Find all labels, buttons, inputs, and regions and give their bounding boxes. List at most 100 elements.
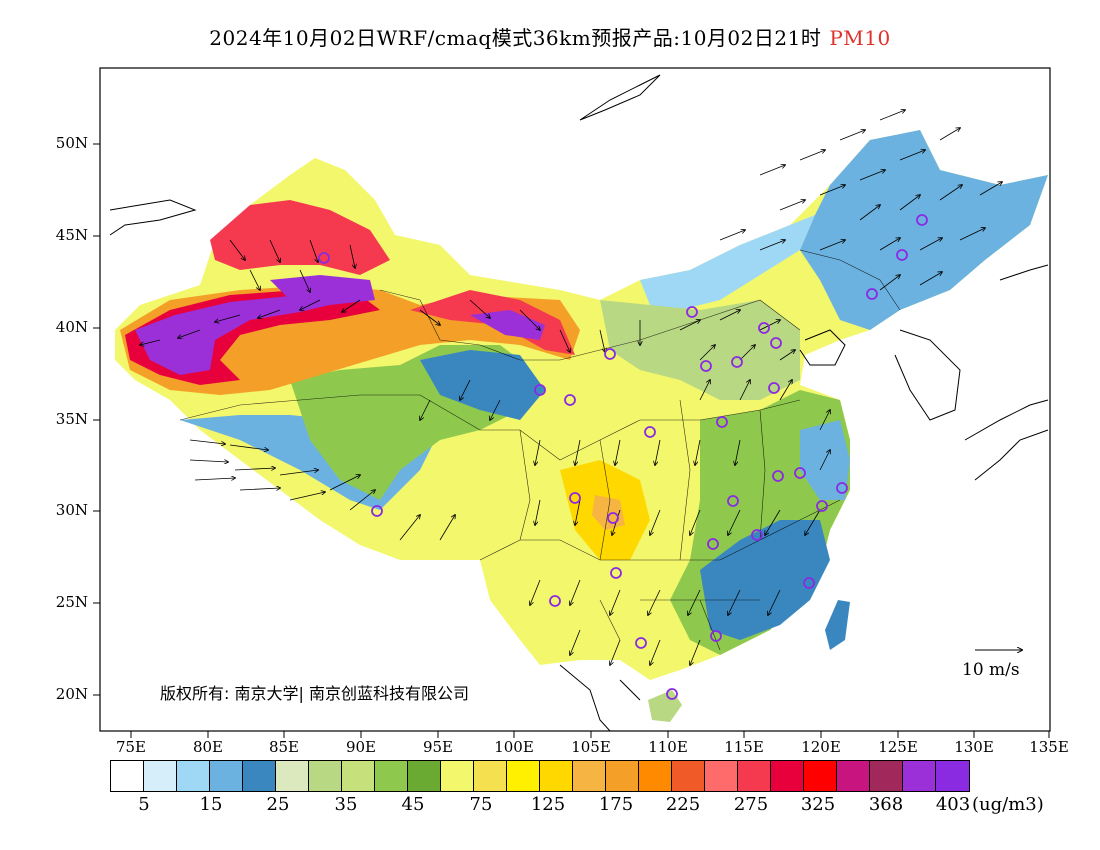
legend-swatch (375, 761, 408, 791)
city-marker (710, 630, 722, 642)
legend-swatch (474, 761, 507, 791)
lat-label-50n: 50N (55, 134, 88, 152)
city-marker (686, 306, 698, 318)
legend-tick: 45 (401, 794, 425, 815)
legend-tick: 225 (665, 794, 701, 815)
city-marker (916, 214, 928, 226)
legend-tick: 175 (598, 794, 634, 815)
city-marker (836, 482, 848, 494)
city-marker (700, 360, 712, 372)
legend-tick: 35 (334, 794, 358, 815)
lat-label-30n: 30N (55, 501, 88, 519)
legend-swatch (606, 761, 639, 791)
northeast-lightblue-zone (640, 215, 815, 310)
city-marker (371, 505, 383, 517)
title-variable: PM10 (829, 26, 891, 50)
city-marker (716, 416, 728, 428)
southeast-blue-zone (700, 520, 830, 640)
lon-label-80e: 80E (192, 738, 224, 756)
northeast-blue-zone (800, 130, 1048, 330)
wind-reference-label: 10 m/s (962, 660, 1020, 680)
title-main: 2024年10月02日WRF/cmaq模式36km预报产品:10月02日21时 (209, 26, 822, 50)
map-title: 2024年10月02日WRF/cmaq模式36km预报产品:10月02日21时 P… (0, 22, 1100, 51)
xinjiang-purple-zone (135, 295, 350, 375)
city-marker (604, 348, 616, 360)
coastlines (109, 74, 1049, 731)
lon-label-90e: 90E (345, 738, 377, 756)
legend-unit: (ug/m3) (972, 794, 1044, 815)
lon-label-115e: 115E (724, 738, 764, 756)
baikal-outline (579, 74, 661, 121)
city-marker (866, 288, 878, 300)
city-marker (644, 426, 656, 438)
axis-ticks (93, 143, 1050, 738)
legend-swatch (804, 761, 837, 791)
city-marker (549, 595, 561, 607)
lon-label-110e: 110E (648, 738, 688, 756)
lon-label-135e: 135E (1029, 738, 1069, 756)
lat-label-35n: 35N (55, 410, 88, 428)
legend-tick: 75 (469, 794, 493, 815)
city-marker (569, 492, 581, 504)
legend-swatch (573, 761, 606, 791)
legend-tick: 25 (266, 794, 290, 815)
lon-label-130e: 130E (954, 738, 994, 756)
legend-swatch (705, 761, 738, 791)
legend-swatch (342, 761, 375, 791)
legend-swatch (837, 761, 870, 791)
qinghai-blue-zone (420, 350, 545, 420)
lon-label-125e: 125E (878, 738, 918, 756)
legend-swatch (903, 761, 936, 791)
junggar-purple-zone (270, 275, 375, 305)
caspian-outline (109, 199, 197, 236)
legend-tick: 325 (800, 794, 836, 815)
lat-label-40n: 40N (55, 318, 88, 336)
city-markers (318, 214, 928, 700)
city-marker (794, 467, 806, 479)
legend-tick: 403 (935, 794, 971, 815)
legend-swatch (243, 761, 276, 791)
city-marker (768, 382, 780, 394)
japan-outline (964, 399, 1049, 481)
legend-swatch (639, 761, 672, 791)
legend-swatch (936, 761, 969, 791)
hokkaido-outline (999, 264, 1049, 281)
legend-swatch (870, 761, 903, 791)
legend-tick: 15 (199, 794, 223, 815)
lat-label-25n: 25N (55, 593, 88, 611)
north-green-zone (600, 300, 800, 400)
lon-label-120e: 120E (801, 738, 841, 756)
indochina-outline (559, 664, 641, 731)
city-marker (803, 577, 815, 589)
legend-tick: 275 (733, 794, 769, 815)
legend-swatch (210, 761, 243, 791)
lon-label-95e: 95E (422, 738, 454, 756)
city-marker (610, 567, 622, 579)
legend-tick: 125 (530, 794, 566, 815)
city-marker (758, 322, 770, 334)
city-marker (318, 252, 330, 264)
legend-swatch (408, 761, 441, 791)
city-marker (770, 337, 782, 349)
legend-swatch (144, 761, 177, 791)
bohai-outline (799, 329, 846, 366)
lon-label-85e: 85E (268, 738, 300, 756)
lat-label-20n: 20N (55, 685, 88, 703)
legend-tick: 5 (138, 794, 150, 815)
city-marker (896, 249, 908, 261)
city-marker (731, 356, 743, 368)
legend-tick: 368 (868, 794, 904, 815)
lat-label-45n: 45N (55, 226, 88, 244)
city-marker (607, 512, 619, 524)
concentration-field (115, 130, 1048, 722)
city-marker (816, 500, 828, 512)
legend-swatch (111, 761, 144, 791)
city-marker (564, 394, 576, 406)
legend-swatch (309, 761, 342, 791)
legend-swatch (540, 761, 573, 791)
city-marker (751, 529, 763, 541)
lon-label-100e: 100E (494, 738, 534, 756)
city-marker (666, 688, 678, 700)
legend-swatch (177, 761, 210, 791)
